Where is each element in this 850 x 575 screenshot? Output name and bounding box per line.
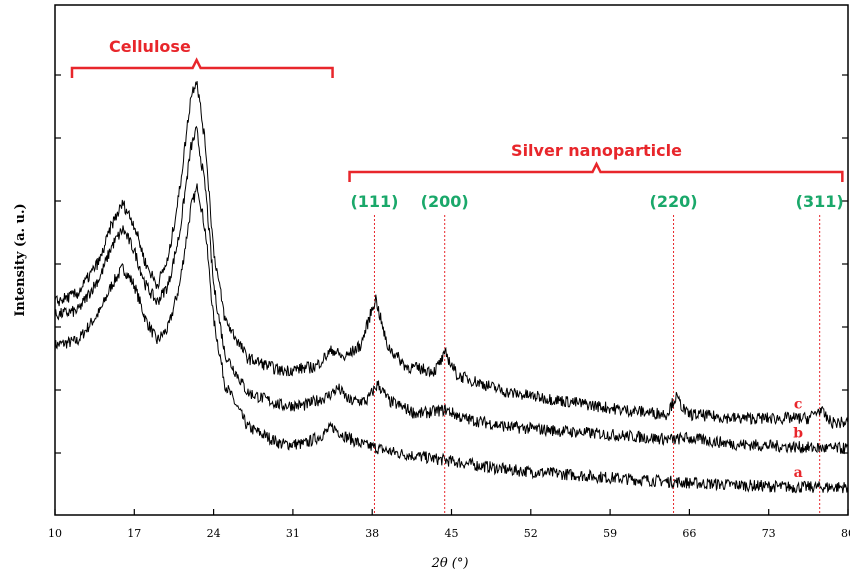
reference-lines (373, 215, 821, 515)
x-tick-label: 17 (127, 527, 141, 540)
bracket-0 (70, 57, 334, 78)
x-tick-label: 73 (762, 527, 776, 540)
series-labels: a bc (793, 396, 803, 481)
peak-label-3: (311) (796, 192, 844, 211)
series-label-c: c (794, 396, 803, 412)
peak-labels: (111) (200) (220) (311) (350, 192, 843, 211)
x-axis-title: 2θ (°) (431, 556, 469, 571)
x-tick-label: 52 (524, 527, 538, 540)
series-label-b: b (793, 426, 803, 442)
series-curves (54, 80, 848, 494)
y-axis-title: Intensity (a. u.) (13, 203, 28, 316)
y-axis-ticks (55, 74, 848, 454)
series-line-a (54, 183, 848, 494)
bracket-label-1: Silver nanoparticle (511, 141, 682, 160)
x-tick-label: 66 (682, 527, 696, 540)
peak-label-2: (220) (650, 192, 698, 211)
bracket-label-0: Cellulose (109, 37, 191, 56)
x-axis-ticks: 10 17 24 31 38 45 52 59 66 73 80 (48, 509, 850, 540)
annotation-brackets: Cellulose Silver nanoparticle (70, 37, 844, 182)
series-line-b (54, 125, 848, 455)
series-line-c (54, 80, 848, 429)
bracket-1 (348, 161, 844, 182)
peak-label-1: (200) (421, 192, 469, 211)
x-tick-label: 38 (365, 527, 379, 540)
x-tick-label: 24 (207, 527, 221, 540)
x-tick-label: 59 (603, 527, 617, 540)
x-tick-label: 31 (286, 527, 300, 540)
series-label-a: a (794, 465, 803, 481)
x-tick-label: 10 (48, 527, 62, 540)
x-tick-label: 80 (841, 527, 850, 540)
peak-label-0: (111) (350, 192, 398, 211)
x-tick-label: 45 (445, 527, 459, 540)
